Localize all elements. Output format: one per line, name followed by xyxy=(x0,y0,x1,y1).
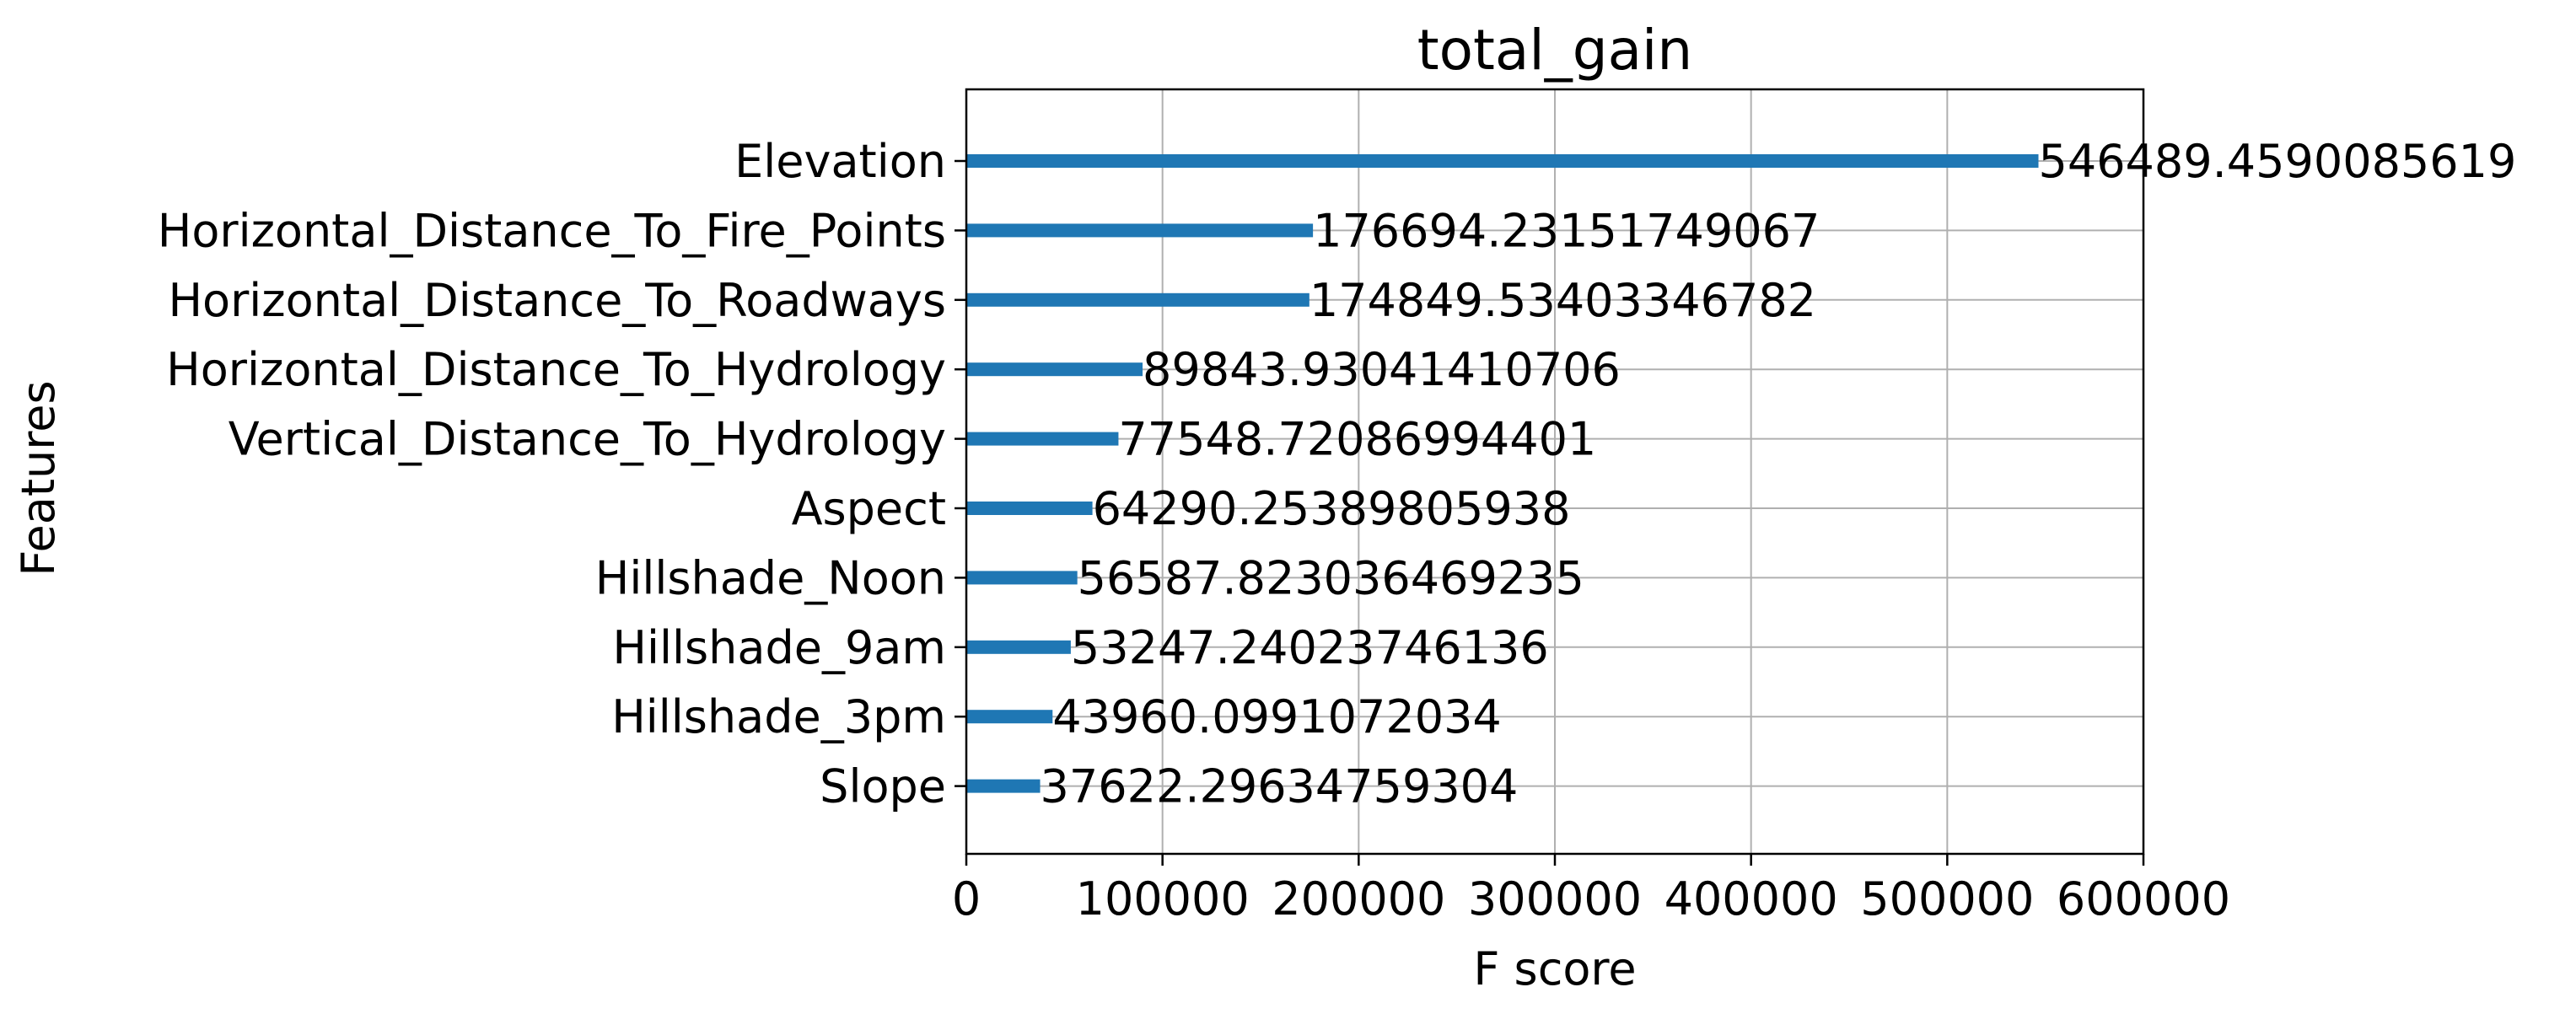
value-label: 43960.0991072034 xyxy=(1052,690,1502,743)
x-tick-label: 600000 xyxy=(2057,872,2230,925)
x-tick-label: 500000 xyxy=(1860,872,2034,925)
bar xyxy=(966,362,1143,377)
bar xyxy=(966,292,1310,307)
y-tick-label: Aspect xyxy=(792,482,946,535)
value-label: 89843.93041410706 xyxy=(1143,343,1621,396)
value-label: 77548.72086994401 xyxy=(1118,413,1596,466)
bar xyxy=(966,154,2039,168)
value-label: 64290.25389805938 xyxy=(1093,482,1571,535)
x-tick-label: 200000 xyxy=(1272,872,1445,925)
x-tick-label: 300000 xyxy=(1468,872,1642,925)
y-tick-label: Hillshade_Noon xyxy=(595,551,946,604)
value-labels: 546489.4590085619 176694.23151749067 17484… xyxy=(1041,135,2517,813)
y-axis-label: Features xyxy=(12,380,65,576)
value-label: 37622.29634759304 xyxy=(1041,760,1519,813)
y-tick-label: Elevation xyxy=(734,135,946,188)
value-label: 174849.53403346782 xyxy=(1310,274,1816,327)
grid-lines xyxy=(965,89,2144,854)
y-tick-label: Slope xyxy=(820,760,946,813)
y-tick-label: Horizontal_Distance_To_Hydrology xyxy=(166,343,946,396)
value-label: 53247.24023746136 xyxy=(1071,621,1549,674)
y-tick-label: Hillshade_9am xyxy=(612,621,946,674)
y-tick-label: Horizontal_Distance_To_Fire_Points xyxy=(158,204,946,257)
bars xyxy=(966,154,2039,793)
bar xyxy=(966,571,1078,585)
bar xyxy=(966,640,1071,654)
y-tick-label: Hillshade_3pm xyxy=(611,690,946,743)
chart-title: total_gain xyxy=(1417,18,1692,83)
bar xyxy=(966,779,1041,793)
value-label: 176694.23151749067 xyxy=(1313,204,1820,257)
x-tick-label: 100000 xyxy=(1076,872,1250,925)
x-tick-label: 400000 xyxy=(1664,872,1838,925)
y-tick-label: Vertical_Distance_To_Hydrology xyxy=(229,413,946,466)
bar xyxy=(966,710,1053,724)
ticks: 0 100000 200000 300000 400000 500000 600000 Ele… xyxy=(158,135,2230,925)
x-axis-label: F score xyxy=(1473,942,1636,995)
bar xyxy=(966,432,1119,446)
y-tick-label: Horizontal_Distance_To_Roadways xyxy=(168,274,946,327)
value-label: 546489.4590085619 xyxy=(2038,135,2516,188)
bar xyxy=(966,502,1093,515)
value-label: 56587.823036469235 xyxy=(1078,551,1584,604)
bar xyxy=(966,223,1314,238)
x-tick-label: 0 xyxy=(952,872,981,925)
